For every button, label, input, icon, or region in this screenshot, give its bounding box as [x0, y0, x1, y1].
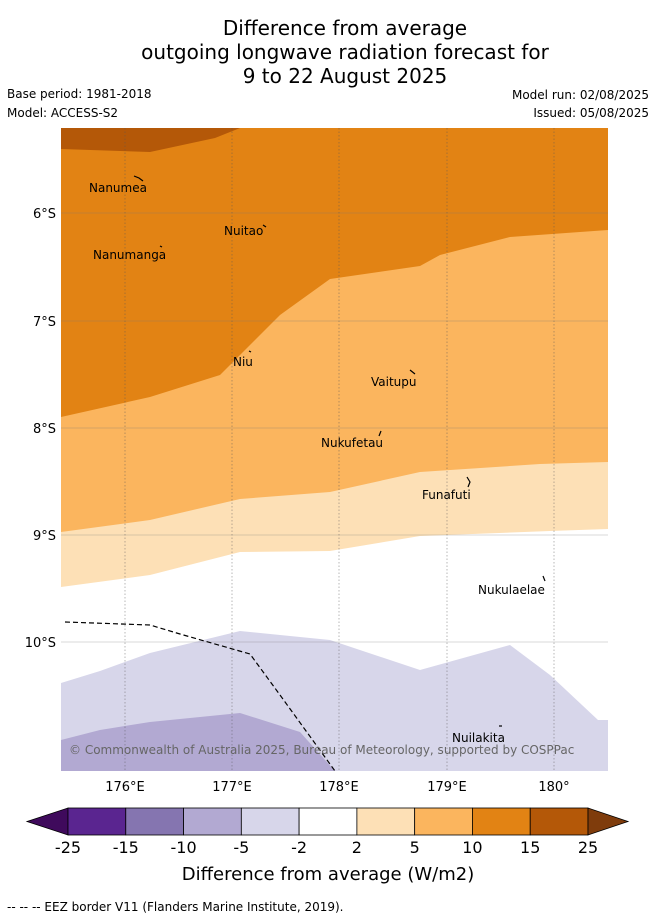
place-label-niu: Niu	[233, 355, 253, 369]
eez-legend-note: -- -- -- EEZ border V11 (Flanders Marine…	[7, 900, 344, 914]
lon-label-179e: 179°E	[427, 780, 467, 795]
colorbar-tick-label: -5	[233, 838, 249, 857]
place-label-nanumanga: Nanumanga	[93, 248, 166, 262]
title-line-2: outgoing longwave radiation forecast for	[141, 40, 549, 64]
lon-label-177e: 177°E	[212, 780, 252, 795]
longitude-gridlines	[124, 128, 555, 771]
base-period: Base period: 1981-2018	[7, 87, 152, 101]
band-10-15	[61, 128, 608, 417]
colorbar-tick-label: 5	[410, 838, 420, 857]
colorbar-segment	[240, 807, 300, 836]
colorbar-segment	[67, 807, 127, 836]
colorbar-tick-label: -2	[291, 838, 307, 857]
colorbar-segment	[183, 807, 242, 836]
map-title: Difference from average outgoing longwav…	[0, 16, 655, 88]
colorbar-tick-label: 2	[352, 838, 362, 857]
colorbar-label: Difference from average (W/m2)	[182, 864, 474, 885]
island-niu	[248, 350, 252, 353]
colorbar-tick-label: 15	[520, 838, 540, 857]
place-label-nukufetau: Nukufetau	[321, 436, 383, 450]
colorbar-tick-label: -25	[55, 838, 81, 857]
colorbar-tick-label: 25	[578, 838, 598, 857]
place-label-funafuti: Funafuti	[422, 488, 471, 502]
colorbar-extend-min	[25, 807, 69, 836]
colorbar-segment	[356, 807, 416, 836]
lon-label-176e: 176°E	[105, 780, 145, 795]
island-nanumea	[133, 175, 144, 182]
place-label-nukulaelae: Nukulaelae	[478, 583, 545, 597]
island-nanumanga	[159, 245, 163, 248]
copyright-notice: © Commonwealth of Australia 2025, Bureau…	[69, 743, 574, 757]
band-15-25	[61, 128, 240, 152]
issued-date: Issued: 05/08/2025	[533, 106, 649, 120]
place-label-nanumea: Nanumea	[89, 181, 147, 195]
colorbar-segment	[529, 807, 589, 836]
colorbar-segment	[298, 807, 358, 836]
eez-border-line	[64, 621, 336, 771]
colorbar-segment	[414, 807, 473, 836]
lat-label-9s: 9°S	[33, 529, 56, 544]
title-line-1: Difference from average	[222, 16, 468, 40]
map-plot-area: Nanumea Nuitao Nanumanga Niu Vaitupu Nuk…	[61, 128, 608, 771]
island-nuitao	[262, 224, 267, 228]
colorbar	[25, 807, 630, 836]
lat-label-7s: 7°S	[33, 315, 56, 330]
colorbar-extend-max	[587, 807, 630, 836]
island-nukufetau	[378, 430, 382, 437]
latitude-gridlines	[61, 212, 608, 643]
title-line-3: 9 to 22 August 2025	[242, 64, 448, 88]
lat-label-10s: 10°S	[25, 636, 56, 651]
band-minus10-minus5	[61, 713, 335, 771]
model-name: Model: ACCESS-S2	[7, 106, 119, 120]
colorbar-segment	[472, 807, 531, 836]
island-vaitupu	[409, 369, 416, 375]
colorbar-tick-label: 10	[462, 838, 482, 857]
lon-label-178e: 178°E	[319, 780, 359, 795]
lon-label-180: 180°	[538, 780, 569, 795]
colorbar-segment	[125, 807, 184, 836]
island-funafuti	[466, 476, 471, 488]
colorbar-ticks: -25 -15 -10 -5 -2 2 5 10 15 25	[55, 838, 598, 857]
place-label-nuitao: Nuitao	[224, 224, 263, 238]
colorbar-tick-label: -15	[113, 838, 139, 857]
place-label-nuilakita: Nuilakita	[452, 731, 505, 745]
place-label-vaitupu: Vaitupu	[371, 375, 417, 389]
island-nukulaelae	[542, 575, 546, 582]
island-shapes	[133, 175, 546, 727]
lat-label-8s: 8°S	[33, 422, 56, 437]
model-run: Model run: 02/08/2025	[511, 88, 649, 102]
colorbar-tick-label: -10	[170, 838, 196, 857]
lat-label-6s: 6°S	[33, 207, 56, 222]
